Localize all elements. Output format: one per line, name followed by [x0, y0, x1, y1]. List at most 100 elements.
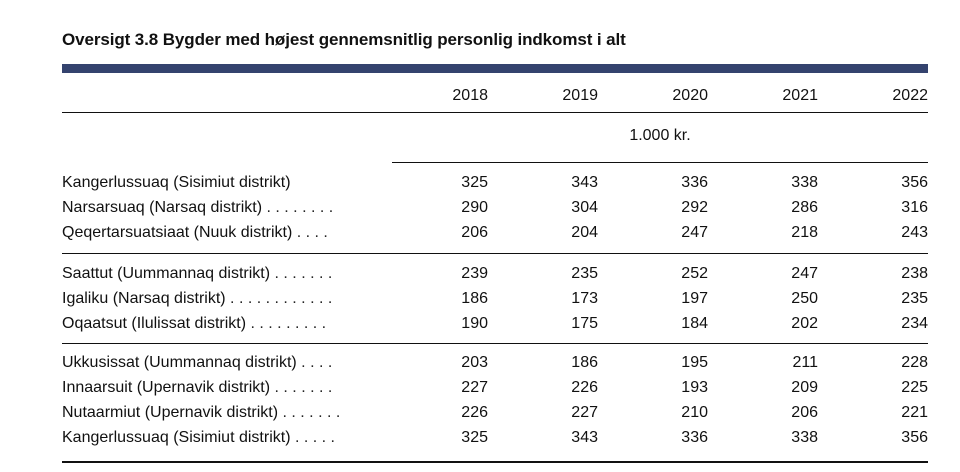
cell-2019: 343 [571, 174, 598, 191]
year-header-2021: 2021 [782, 87, 818, 104]
year-header-2022: 2022 [892, 87, 928, 104]
row-leader-dots: . . . . . . . [270, 265, 333, 282]
table-row: Igaliku (Narsaq distrikt) . . . . . . . … [62, 290, 928, 315]
row-label: Kangerlussuaq (Sisimiut distrikt) [62, 174, 291, 192]
row-label-text: Qeqertarsuatsiaat (Nuuk distrikt) [62, 224, 293, 241]
cell-2020: 184 [681, 315, 708, 332]
row-label: Ukkusissat (Uummannaq distrikt) . . . . [62, 354, 332, 372]
cell-2019: 175 [571, 315, 598, 332]
row-label-text: Saattut (Uummannaq distrikt) [62, 265, 271, 282]
row-label: Igaliku (Narsaq distrikt) . . . . . . . … [62, 290, 332, 308]
cell-2020: 252 [681, 265, 708, 282]
cell-2018: 226 [461, 404, 488, 421]
row-leader-dots: . . . . [292, 224, 328, 241]
cell-2020: 336 [681, 429, 708, 446]
row-leader-dots: . . . . . . . [278, 404, 341, 421]
row-label: Saattut (Uummannaq distrikt) . . . . . .… [62, 265, 332, 283]
row-label: Innaarsuit (Upernavik distrikt) . . . . … [62, 379, 332, 397]
row-label: Qeqertarsuatsiaat (Nuuk distrikt) . . . … [62, 224, 328, 242]
table-row: Innaarsuit (Upernavik distrikt) . . . . … [62, 379, 928, 404]
cell-2021: 202 [791, 315, 818, 332]
cell-2020: 247 [681, 224, 708, 241]
row-leader-dots: . . . . . . . . . . . . [225, 290, 333, 307]
cell-2020: 292 [681, 199, 708, 216]
header-divider [62, 112, 928, 113]
row-label-text: Kangerlussuaq (Sisimiut distrikt) [62, 429, 291, 446]
cell-2019: 235 [571, 265, 598, 282]
year-header-2019: 2019 [562, 87, 598, 104]
cell-2019: 343 [571, 429, 598, 446]
cell-2019: 304 [571, 199, 598, 216]
group-divider-1 [62, 253, 928, 254]
table-row: Narsarsuaq (Narsaq distrikt) . . . . . .… [62, 199, 928, 224]
unit-label: 1.000 kr. [629, 127, 691, 144]
cell-2022: 228 [901, 354, 928, 371]
row-label-text: Kangerlussuaq (Sisimiut distrikt) [62, 174, 291, 191]
cell-2021: 209 [791, 379, 818, 396]
cell-2019: 226 [571, 379, 598, 396]
table-bottom-rule [62, 461, 928, 463]
row-leader-dots: . . . . . . . . [262, 199, 334, 216]
cell-2022: 356 [901, 429, 928, 446]
cell-2021: 338 [791, 429, 818, 446]
row-label: Kangerlussuaq (Sisimiut distrikt) . . . … [62, 429, 335, 447]
table-row: Ukkusissat (Uummannaq distrikt) . . . . 2… [62, 354, 928, 379]
cell-2019: 186 [571, 354, 598, 371]
row-label-text: Narsarsuaq (Narsaq distrikt) [62, 199, 263, 216]
row-label-text: Innaarsuit (Upernavik distrikt) [62, 379, 271, 396]
cell-2020: 197 [681, 290, 708, 307]
cell-2021: 338 [791, 174, 818, 191]
cell-2021: 206 [791, 404, 818, 421]
cell-2022: 238 [901, 265, 928, 282]
cell-2018: 186 [461, 290, 488, 307]
table-row: Nutaarmiut (Upernavik distrikt) . . . . … [62, 404, 928, 429]
cell-2019: 173 [571, 290, 598, 307]
table-row: Oqaatsut (Ilulissat distrikt) . . . . . … [62, 315, 928, 340]
row-label-text: Ukkusissat (Uummannaq distrikt) [62, 354, 297, 371]
cell-2022: 243 [901, 224, 928, 241]
cell-2021: 218 [791, 224, 818, 241]
row-leader-dots: . . . . . [290, 429, 335, 446]
table-row: Kangerlussuaq (Sisimiut distrikt) 325 343 3… [62, 174, 928, 199]
cell-2019: 227 [571, 404, 598, 421]
row-label: Nutaarmiut (Upernavik distrikt) . . . . … [62, 404, 340, 422]
cell-2018: 290 [461, 199, 488, 216]
header-bar [62, 64, 928, 73]
row-leader-dots: . . . . [296, 354, 333, 371]
year-header-2018: 2018 [452, 87, 488, 104]
cell-2018: 227 [461, 379, 488, 396]
cell-2018: 190 [461, 315, 488, 332]
cell-2019: 204 [571, 224, 598, 241]
row-leader-dots: . . . . . . . . . [246, 315, 327, 332]
cell-2018: 203 [461, 354, 488, 371]
cell-2018: 206 [461, 224, 488, 241]
cell-2022: 235 [901, 290, 928, 307]
row-label-text: Oqaatsut (Ilulissat distrikt) [62, 315, 247, 332]
group-divider-2 [62, 343, 928, 344]
cell-2018: 325 [461, 174, 488, 191]
row-label: Narsarsuaq (Narsaq distrikt) . . . . . .… [62, 199, 333, 217]
cell-2020: 195 [681, 354, 708, 371]
cell-2020: 210 [681, 404, 708, 421]
cell-2020: 193 [681, 379, 708, 396]
row-leader-dots: . . . . . . . [270, 379, 333, 396]
table-title: Oversigt 3.8 Bygder med højest gennemsni… [62, 30, 626, 49]
cell-2021: 286 [791, 199, 818, 216]
unit-divider [392, 162, 928, 163]
cell-2022: 316 [901, 199, 928, 216]
cell-2022: 234 [901, 315, 928, 332]
row-label-text: Nutaarmiut (Upernavik distrikt) [62, 404, 279, 421]
cell-2018: 239 [461, 265, 488, 282]
cell-2022: 221 [901, 404, 928, 421]
row-label-text: Igaliku (Narsaq distrikt) [62, 290, 226, 307]
table-row: Saattut (Uummannaq distrikt) . . . . . .… [62, 265, 928, 290]
row-label: Oqaatsut (Ilulissat distrikt) . . . . . … [62, 315, 326, 333]
cell-2018: 325 [461, 429, 488, 446]
cell-2021: 211 [792, 354, 818, 371]
table-row: Qeqertarsuatsiaat (Nuuk distrikt) . . . … [62, 224, 928, 249]
cell-2022: 356 [901, 174, 928, 191]
cell-2021: 247 [791, 265, 818, 282]
cell-2022: 225 [901, 379, 928, 396]
year-header-2020: 2020 [672, 87, 708, 104]
cell-2020: 336 [681, 174, 708, 191]
